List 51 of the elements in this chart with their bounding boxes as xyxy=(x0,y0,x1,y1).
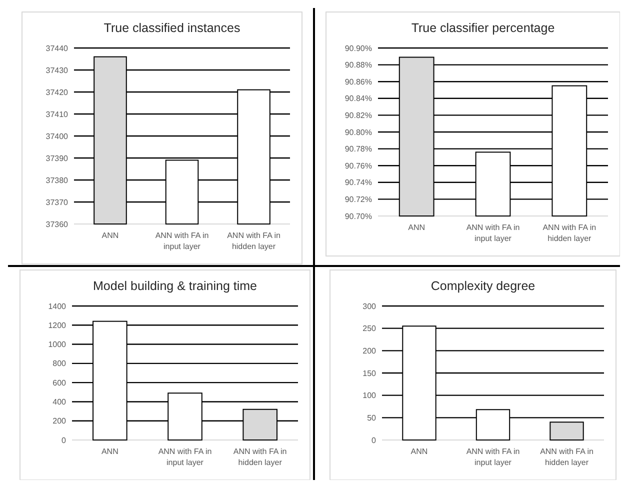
y-tick-label: 37370 xyxy=(46,198,69,207)
chart-title: Complexity degree xyxy=(430,279,536,293)
y-tick-label: 37420 xyxy=(46,88,69,97)
y-tick-label: 90.84% xyxy=(344,94,372,104)
y-tick-label: 90.88% xyxy=(344,60,372,70)
x-tick-label: ANN xyxy=(410,447,428,456)
y-tick-label: 37430 xyxy=(46,66,69,75)
x-tick-label: ANN with FA in input layer xyxy=(155,231,209,251)
y-tick-label: 37410 xyxy=(46,110,69,119)
y-tick-label: 90.90% xyxy=(344,44,372,53)
y-tick-label: 90.72% xyxy=(344,195,372,204)
chart-title: True classifier percentage xyxy=(411,21,555,35)
y-tick-label: 200 xyxy=(52,416,67,426)
x-tick-label: ANN with FA in hidden layer xyxy=(227,231,280,251)
y-tick-label: 1400 xyxy=(48,302,67,311)
x-tick-label: ANN with FA in hidden layer xyxy=(540,447,594,467)
y-tick-label: 37400 xyxy=(46,132,69,141)
y-tick-label: 0 xyxy=(372,436,377,445)
x-tick-label: ANN with FA in input layer xyxy=(158,447,212,467)
x-tick-label: ANN with FA in input layer xyxy=(466,223,520,243)
y-tick-label: 37360 xyxy=(46,220,69,229)
y-tick-label: 50 xyxy=(367,413,377,422)
y-tick-label: 90.70% xyxy=(344,212,372,221)
y-tick-label: 0 xyxy=(62,436,67,445)
y-tick-label: 90.82% xyxy=(344,111,372,120)
y-tick-label: 90.76% xyxy=(344,161,372,170)
y-tick-label: 37440 xyxy=(46,44,69,53)
x-tick-label: ANN xyxy=(408,223,426,232)
y-tick-label: 37390 xyxy=(46,154,69,163)
y-tick-label: 400 xyxy=(52,398,67,407)
y-tick-label: 90.80% xyxy=(344,128,372,137)
x-tick-label: ANN xyxy=(101,447,119,456)
x-tick-label: ANN with FA in input layer xyxy=(466,447,520,467)
y-tick-label: 300 xyxy=(362,302,377,311)
y-tick-label: 600 xyxy=(52,378,67,388)
y-tick-label: 200 xyxy=(362,346,377,356)
x-tick-label: ANN xyxy=(102,231,119,240)
y-tick-label: 1200 xyxy=(48,320,67,330)
y-tick-label: 90.86% xyxy=(344,77,372,86)
y-tick-label: 1000 xyxy=(48,340,67,350)
x-tick-label: ANN with FA in hidden layer xyxy=(542,223,596,243)
x-tick-label: ANN with FA in hidden layer xyxy=(233,447,287,467)
y-tick-label: 100 xyxy=(362,391,377,400)
y-tick-label: 250 xyxy=(362,324,377,334)
chart-title: True classified instances xyxy=(104,21,240,35)
chart-title: Model building & training time xyxy=(93,279,258,293)
y-tick-label: 800 xyxy=(52,359,67,368)
y-tick-label: 90.78% xyxy=(344,144,372,154)
y-tick-label: 90.74% xyxy=(344,178,372,188)
y-tick-label: 150 xyxy=(362,368,377,378)
y-tick-label: 37380 xyxy=(46,176,69,185)
